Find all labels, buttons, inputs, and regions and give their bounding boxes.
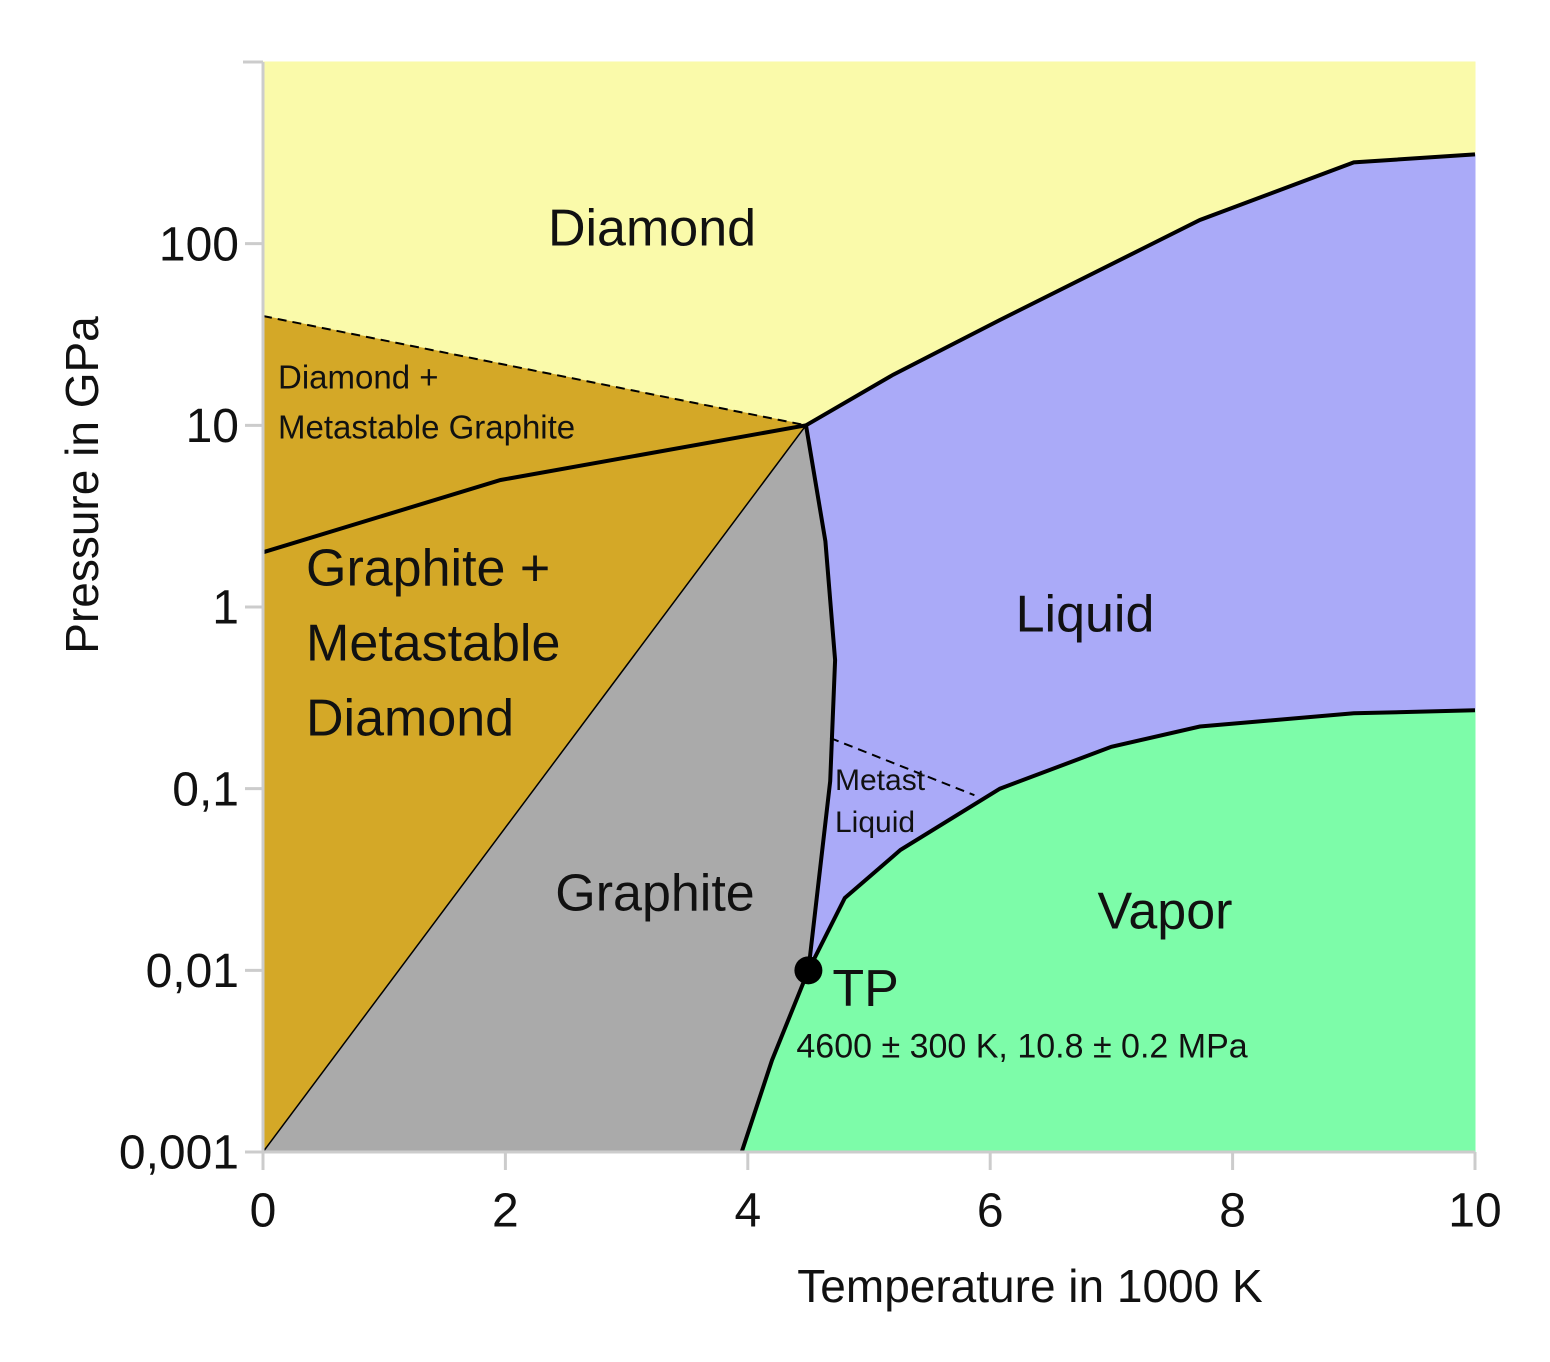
phase-boundary: [804, 152, 1476, 428]
region-label: Diamond: [548, 200, 756, 258]
y-axis-label: Pressure in GPa: [56, 316, 108, 654]
triple-point: [794, 956, 823, 985]
phase-boundary: [262, 424, 807, 1153]
triple-point-note: 4600 ± 300 K, 10.8 ± 0.2 MPa: [796, 1027, 1247, 1065]
x-tick-label: 4: [734, 1185, 761, 1238]
x-tick-label: 10: [1448, 1185, 1501, 1238]
y-tick-label: 0,001: [119, 1127, 239, 1180]
phase-boundary: [829, 737, 975, 797]
phase-boundary: [739, 708, 1476, 1153]
y-tick-label: 100: [159, 218, 239, 271]
region-label: Metastable Graphite: [278, 409, 575, 446]
region-label: Diamond: [306, 690, 514, 748]
triple-point-label: TP: [832, 960, 898, 1018]
region-label: Liquid: [1016, 586, 1155, 644]
region-label: Metastable: [306, 615, 560, 673]
y-tick-label: 0,1: [172, 763, 239, 816]
annotation: Metast: [835, 764, 926, 797]
y-tick-label: 0,01: [146, 945, 239, 998]
region-label: Graphite +: [306, 540, 550, 598]
region-label: Graphite: [555, 865, 754, 923]
x-tick-label: 2: [492, 1185, 519, 1238]
region-label: Diamond +: [278, 359, 439, 396]
x-tick-label: 0: [250, 1185, 277, 1238]
y-tick-label: 1: [212, 582, 239, 635]
phase-boundary: [262, 423, 807, 555]
phase-boundary: [262, 315, 807, 427]
x-tick-label: 8: [1219, 1185, 1246, 1238]
x-tick-label: 6: [977, 1185, 1004, 1238]
region-label: Vapor: [1098, 883, 1233, 941]
annotation: Liquid: [835, 806, 915, 839]
x-axis-label: Temperature in 1000 K: [797, 1260, 1263, 1312]
phase-boundary: [804, 424, 838, 971]
y-tick-label: 10: [186, 400, 239, 453]
